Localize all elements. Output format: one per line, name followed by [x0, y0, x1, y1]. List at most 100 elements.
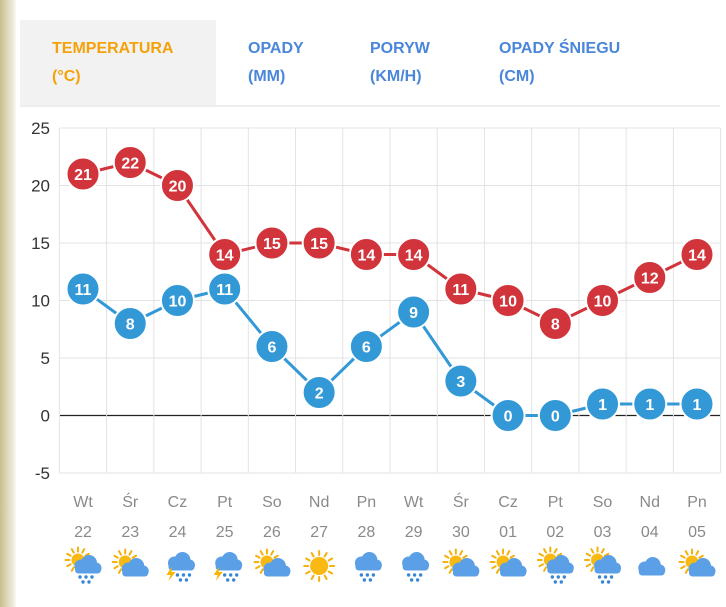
date-label: 28 — [357, 524, 375, 541]
min-point: 8 — [112, 306, 148, 341]
data-label: 14 — [216, 248, 234, 265]
cloud-rain-icon — [402, 552, 430, 582]
partly-sunny-icon — [442, 548, 480, 577]
min-point: 11 — [207, 271, 243, 307]
storm-rain-icon — [213, 552, 243, 582]
data-label: 11 — [452, 282, 469, 299]
day-label: Pn — [357, 494, 377, 511]
date-label: 29 — [405, 524, 423, 541]
min-point: 9 — [396, 294, 432, 330]
data-label: 15 — [263, 236, 281, 253]
partly-sunny-icon — [111, 548, 149, 577]
data-label: 6 — [267, 340, 276, 357]
min-point: 2 — [301, 375, 337, 410]
data-label: 22 — [121, 156, 139, 173]
data-label: 14 — [357, 248, 375, 265]
cloud-icon — [638, 557, 666, 576]
tab-poryw[interactable]: PORYW (KM/H) — [336, 20, 466, 105]
max-point: 10 — [490, 283, 526, 318]
max-point: 20 — [159, 168, 195, 203]
day-label: Śr — [122, 492, 139, 511]
max-point: 21 — [65, 156, 101, 192]
min-point: 0 — [537, 398, 573, 433]
max-point: 15 — [301, 225, 337, 261]
date-label: 30 — [452, 524, 470, 541]
data-label: 14 — [405, 248, 423, 265]
min-point: 1 — [585, 386, 621, 422]
day-label: Śr — [453, 492, 470, 511]
y-tick-label: 10 — [31, 292, 50, 311]
data-label: 11 — [75, 282, 92, 299]
data-label: 10 — [499, 294, 517, 311]
data-label: 1 — [598, 397, 607, 414]
max-point: 14 — [679, 237, 715, 272]
tab-label: TEMPERATURA — [52, 40, 174, 57]
data-label: 15 — [310, 236, 328, 253]
data-label: 0 — [551, 409, 560, 426]
cloud-rain-icon — [354, 552, 382, 582]
partly-sunny-icon — [489, 548, 527, 577]
y-tick-label: 0 — [41, 407, 50, 426]
date-label: 22 — [74, 524, 92, 541]
min-point: 3 — [443, 363, 479, 399]
max-point: 14 — [348, 237, 384, 272]
data-label: 21 — [74, 167, 92, 184]
tab-unit: (CM) — [499, 68, 535, 85]
day-label: Wt — [404, 494, 424, 511]
data-label: 1 — [645, 397, 654, 414]
tab-unit: (MM) — [248, 68, 286, 85]
day-label: Cz — [168, 494, 188, 511]
day-label: Pn — [687, 494, 707, 511]
y-tick-label: 5 — [41, 349, 50, 368]
day-label: Pt — [548, 494, 564, 511]
max-point: 22 — [112, 145, 148, 180]
day-label: Nd — [640, 494, 660, 511]
min-point: 11 — [65, 271, 101, 307]
measure-tabs: TEMPERATURA (°C) OPADY (MM) PORYW (KM/H)… — [20, 20, 720, 107]
min-point: 0 — [490, 398, 526, 433]
min-point: 1 — [679, 386, 715, 422]
date-label: 23 — [121, 524, 139, 541]
date-label: 05 — [688, 524, 706, 541]
date-label: 24 — [169, 524, 187, 541]
tab-opady[interactable]: OPADY (MM) — [216, 20, 336, 105]
data-label: 10 — [594, 294, 612, 311]
y-tick-label: 20 — [31, 177, 50, 196]
partly-sunny-rain-icon — [584, 546, 622, 584]
partly-sunny-rain-icon — [536, 546, 574, 584]
min-point: 1 — [632, 386, 668, 422]
max-point: 8 — [537, 306, 573, 341]
data-label: 9 — [409, 305, 418, 322]
left-edge-strip — [0, 0, 14, 607]
data-label: 8 — [551, 317, 560, 334]
tab-opady-sniegu[interactable]: OPADY ŚNIEGU (CM) — [466, 20, 666, 105]
y-tick-label: -5 — [35, 464, 50, 483]
tab-temperatura[interactable]: TEMPERATURA (°C) — [20, 20, 216, 105]
date-label: 26 — [263, 524, 281, 541]
sun-icon — [303, 550, 336, 582]
tab-label: OPADY — [248, 40, 304, 57]
partly-sunny-icon — [678, 548, 716, 577]
tab-unit: (KM/H) — [370, 68, 422, 85]
day-label: Wt — [73, 494, 93, 511]
min-point: 10 — [159, 283, 195, 318]
grid — [58, 127, 722, 474]
max-point: 14 — [207, 237, 243, 272]
y-tick-label: 15 — [31, 234, 50, 253]
date-label: 01 — [499, 524, 517, 541]
max-point: 15 — [254, 225, 290, 261]
max-point: 10 — [585, 283, 621, 318]
date-label: 04 — [641, 524, 659, 541]
data-label: 1 — [693, 397, 702, 414]
data-label: 0 — [504, 409, 513, 426]
data-label: 20 — [169, 179, 187, 196]
date-label: 03 — [594, 524, 612, 541]
storm-rain-icon — [166, 552, 195, 582]
max-point: 11 — [443, 271, 479, 307]
data-label: 6 — [362, 340, 371, 357]
data-label: 11 — [216, 282, 233, 299]
data-label: 2 — [315, 386, 324, 403]
data-label: 14 — [688, 248, 706, 265]
tab-label: OPADY ŚNIEGU — [499, 40, 621, 57]
